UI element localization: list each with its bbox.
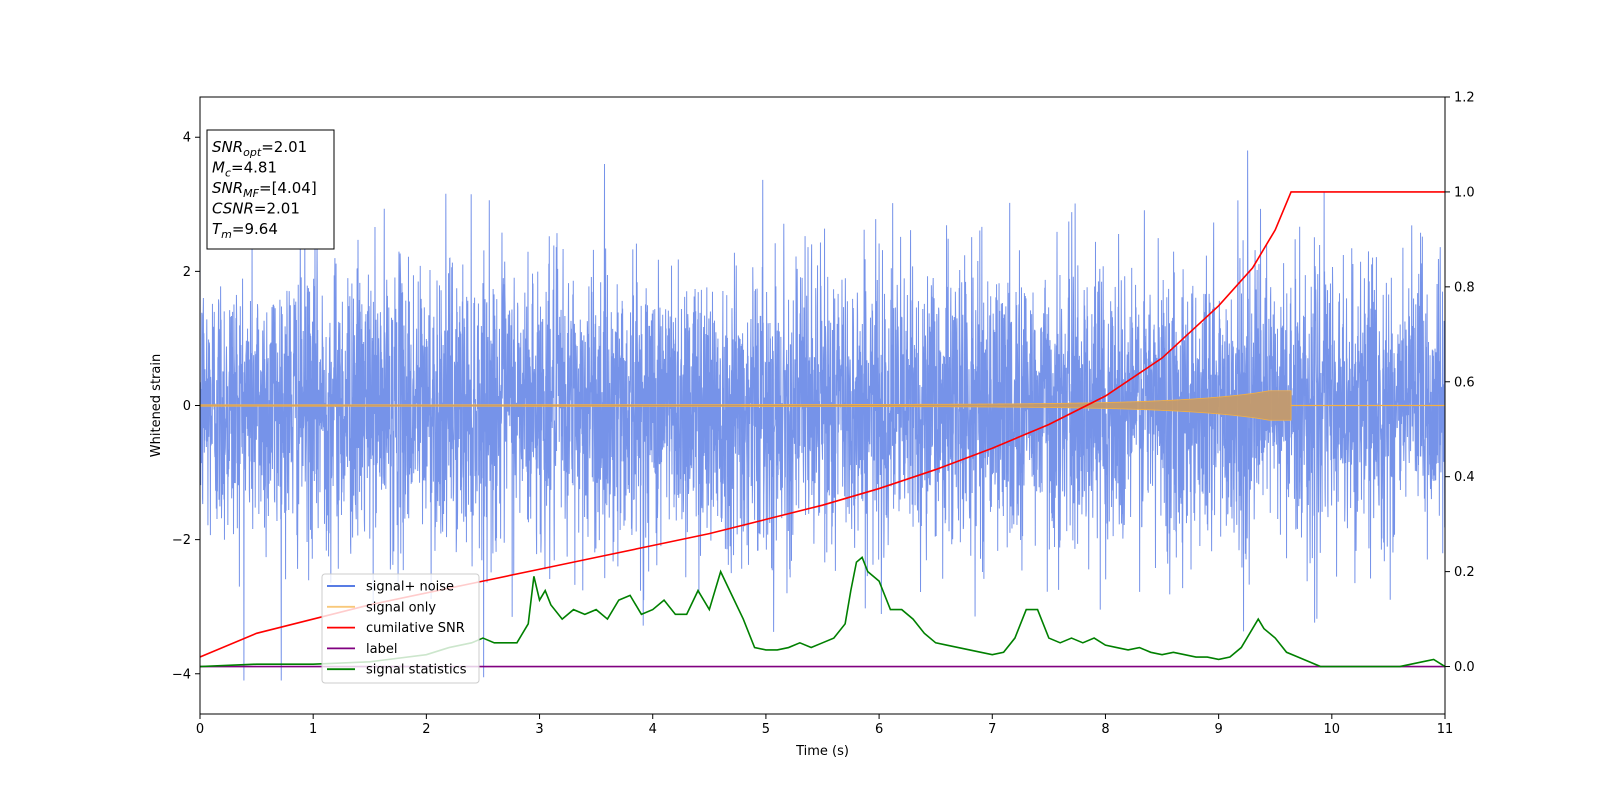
x-tick-label: 4 (649, 722, 657, 737)
y2-tick-label: 0.6 (1454, 375, 1475, 390)
info-box-frame (206, 129, 335, 250)
series-signal-only (199, 390, 1292, 421)
info-line: SNRMF=[4.04] (212, 179, 317, 200)
y2-tick-label: 0.0 (1454, 660, 1475, 675)
legend-frame (321, 573, 480, 684)
legend-label: label (366, 642, 397, 657)
legend-label: signal statistics (366, 663, 467, 678)
legend-label: signal only (366, 600, 436, 615)
x-tick-label: 3 (535, 722, 543, 737)
signal-only-layer (199, 390, 1445, 421)
info-line: SNRopt=2.01 (212, 138, 307, 159)
info-line: Tm=9.64 (212, 220, 278, 241)
x-tick-label: 6 (875, 722, 883, 737)
y-axis-right: 0.0 0.2 0.4 0.6 0.8 1.0 1.2 (1445, 91, 1475, 675)
x-tick-label: 8 (1101, 722, 1109, 737)
x-tick-label: 0 (196, 722, 204, 737)
series-signal-noise (199, 150, 1446, 681)
y2-tick-label: 1.2 (1454, 91, 1475, 106)
x-tick-label: 1 (309, 722, 317, 737)
x-tick-label: 9 (1214, 722, 1222, 737)
y-tick-label: 2 (183, 265, 191, 280)
x-tick-label: 10 (1324, 722, 1341, 737)
y2-tick-label: 0.4 (1454, 470, 1475, 485)
y-axis-left: −4 −2 0 2 4 (172, 131, 200, 682)
info-line: Mc=4.81 (212, 159, 277, 180)
y-tick-label: −2 (172, 533, 191, 548)
x-tick-label: 11 (1437, 722, 1454, 737)
x-tick-label: 2 (422, 722, 430, 737)
legend-label: signal+ noise (366, 580, 454, 595)
y2-tick-label: 0.8 (1454, 280, 1475, 295)
signal-noise-layer (199, 150, 1446, 681)
series-signal-statistics (199, 556, 1446, 668)
x-tick-label: 7 (988, 722, 996, 737)
y-tick-label: 4 (183, 131, 191, 146)
y-axis-title: Whitened strain (149, 354, 164, 457)
legend-label: cumilative SNR (366, 621, 465, 636)
y-tick-label: 0 (183, 399, 191, 414)
info-line: CSNR=2.01 (212, 200, 300, 218)
y2-tick-label: 0.2 (1454, 565, 1475, 580)
y-tick-label: −4 (172, 667, 191, 682)
x-tick-label: 5 (762, 722, 770, 737)
x-axis: 0 1 2 3 4 5 6 7 8 9 10 11 (196, 714, 1453, 737)
legend: signal+ noise signal only cumilative SNR la… (321, 573, 480, 684)
y2-tick-label: 1.0 (1454, 185, 1475, 200)
x-axis-title: Time (s) (795, 744, 849, 759)
